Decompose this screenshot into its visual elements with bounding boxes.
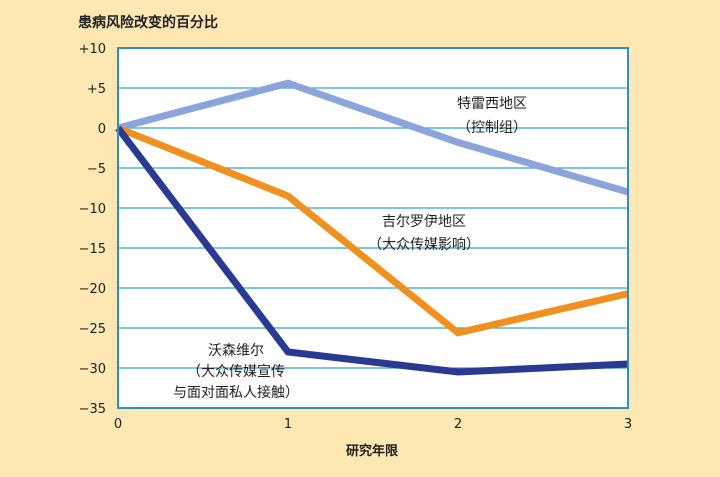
series-label-3: 与面对面私人接触） [173,384,299,401]
y-tick-label: −35 [79,402,106,417]
x-tick-labels: 0 1 2 3 [114,417,632,432]
y-tick-label: +10 [79,42,106,57]
y-tick-label: −15 [79,242,106,257]
x-axis-label: 研究年限 [346,443,399,459]
series-line-1 [117,79,629,196]
x-tick-label: 3 [624,417,632,432]
series-lines [115,79,629,376]
gridlines [118,87,628,369]
series-label-3: 沃森维尔 [208,343,264,359]
y-tick-label: −20 [79,282,106,297]
plot-frame [117,47,629,409]
series-label-2: （大众传媒影响） [368,237,480,253]
y-tick-label: −25 [79,322,106,337]
x-tick-label: 2 [454,417,462,432]
x-tick-label: 1 [284,417,292,432]
series-label-1: 特雷西地区 [457,96,527,112]
series-line-3 [115,125,629,376]
y-tick-label: −30 [79,362,106,377]
series-annotations: 特雷西地区 （控制组） 吉尔罗伊地区 （大众传媒影响） 沃森维尔 （大众传媒宣传与面对面私… [173,96,527,401]
y-axis-label: 患病风险改变的百分比 [78,14,218,31]
series-label-3: （大众传媒宣传 [187,364,285,380]
y-tick-label: −5 [87,162,106,177]
series-line-2 [116,124,629,337]
y-tick-label: 0 [98,122,106,137]
y-tick-label: +5 [87,82,106,97]
y-tick-labels: +10 +5 0 −5 −10 −15 −20 −25 −30 −35 [79,42,106,417]
series-label-1: （控制组） [457,120,527,136]
y-tick-label: −10 [79,202,106,217]
x-tick-label: 0 [114,417,122,432]
series-label-2: 吉尔罗伊地区 [382,214,466,230]
